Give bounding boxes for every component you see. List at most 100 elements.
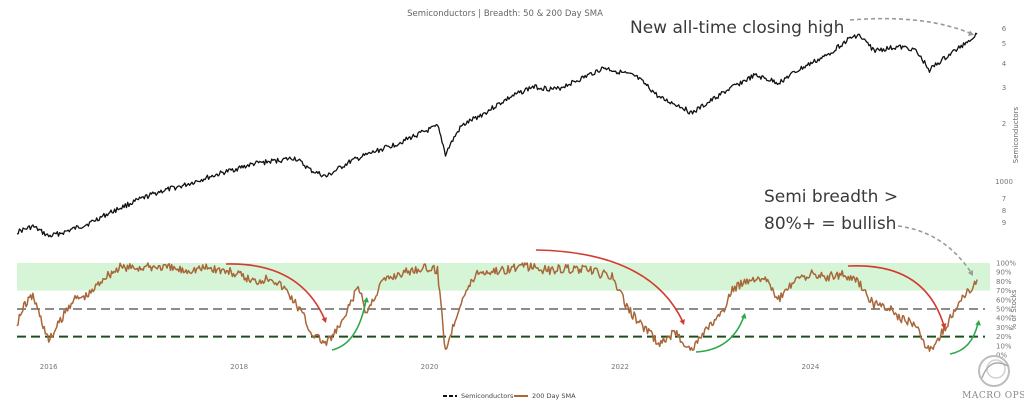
data-point-200-day-sma-50 — [826, 276, 827, 277]
data-point-200-day-sma-55 — [897, 318, 898, 319]
data-point-200-day-sma-7 — [88, 295, 89, 296]
top-y-tick-label-7: 8 — [1002, 207, 1006, 215]
green-arrowhead-2023 — [740, 313, 747, 319]
data-point-200-day-sma-23 — [366, 313, 367, 314]
legend: Semiconductors 200 Day SMA — [443, 392, 576, 400]
data-point-200-day-sma-9 — [120, 267, 121, 268]
bottom-y-tick-label-20pct: 20% — [996, 333, 1012, 341]
legend-item-semiconductors[interactable]: Semiconductors — [443, 392, 514, 400]
green-arrowhead-2019 — [363, 297, 369, 303]
red-arrow-2025 — [847, 265, 945, 327]
data-point-200-day-sma-45 — [746, 279, 747, 280]
data-point-semiconductors-31 — [659, 97, 660, 98]
top-y-tick-label-0: 1000 — [995, 178, 1013, 186]
series-line-200-day-sma — [16, 262, 978, 352]
data-point-semiconductors-24 — [508, 97, 509, 98]
red-arrow-2022 — [535, 249, 684, 323]
data-point-200-day-sma-47 — [778, 299, 779, 300]
green-arrow-2019 — [331, 299, 367, 351]
data-point-semiconductors-37 — [778, 82, 779, 83]
data-point-200-day-sma-27 — [437, 270, 438, 271]
annotation-breadth-line-2: 80%+ = bullish — [764, 214, 896, 234]
data-point-semiconductors-27 — [580, 79, 581, 80]
data-point-semiconductors-21 — [445, 154, 446, 155]
data-point-200-day-sma-12 — [183, 270, 184, 271]
x-tick-label-2016: 2016 — [40, 363, 58, 371]
red-arrowhead-2022 — [679, 319, 685, 325]
data-point-200-day-sma-4 — [48, 341, 49, 342]
top-y-tick-label-3: 4 — [1002, 60, 1007, 68]
data-point-semiconductors-30 — [635, 76, 636, 77]
data-point-semiconductors-33 — [691, 113, 692, 114]
data-point-200-day-sma-48 — [794, 281, 795, 282]
data-point-200-day-sma-35 — [588, 270, 589, 271]
data-point-200-day-sma-28 — [445, 350, 446, 351]
red-arrowhead-2018 — [321, 317, 327, 323]
data-point-200-day-sma-0 — [16, 322, 17, 323]
data-point-semiconductors-5 — [112, 211, 113, 212]
macro-ops-logo: MACRO OPS — [962, 355, 1024, 401]
data-point-semiconductors-26 — [556, 89, 557, 90]
top-y-tick-label-8: 9 — [1002, 219, 1006, 227]
data-point-200-day-sma-37 — [627, 308, 628, 309]
chart-title: Semiconductors | Breadth: 50 & 200 Day S… — [407, 9, 603, 19]
top-y-tick-label-6: 7 — [1002, 195, 1006, 203]
data-point-semiconductors-1 — [32, 226, 33, 227]
data-point-semiconductors-7 — [159, 191, 160, 192]
data-point-200-day-sma-32 — [524, 265, 525, 266]
bottom-y-axis-title: % of Stocks — [1010, 289, 1018, 330]
data-point-semiconductors-10 — [231, 170, 232, 171]
data-point-semiconductors-8 — [183, 185, 184, 186]
data-point-200-day-sma-18 — [302, 313, 303, 314]
data-point-200-day-sma-49 — [810, 273, 811, 274]
data-point-200-day-sma-11 — [159, 266, 160, 267]
x-tick-label-2022: 2022 — [611, 363, 629, 371]
data-point-200-day-sma-40 — [675, 331, 676, 332]
logo-swirl-icon — [978, 355, 1010, 387]
data-point-200-day-sma-2 — [32, 295, 33, 296]
top-y-axis-title: Semiconductors — [1012, 106, 1020, 163]
data-point-200-day-sma-26 — [421, 267, 422, 268]
data-point-semiconductors-38 — [802, 67, 803, 68]
top-y-axis-ticks: 1000 2 3 4 5 6 7 8 9 — [995, 25, 1013, 227]
bottom-y-tick-label-60pct: 60% — [996, 296, 1012, 304]
annotation-breadth-line-1: Semi breadth > — [764, 187, 898, 207]
data-point-200-day-sma-34 — [564, 268, 565, 269]
data-point-semiconductors-34 — [707, 103, 708, 104]
data-point-200-day-sma-31 — [500, 270, 501, 271]
legend-item-200-day-sma[interactable]: 200 Day SMA — [514, 392, 576, 400]
data-point-semiconductors-29 — [612, 69, 613, 70]
data-point-semiconductors-23 — [485, 112, 486, 113]
data-point-200-day-sma-43 — [723, 313, 724, 314]
data-point-200-day-sma-25 — [397, 273, 398, 274]
data-point-200-day-sma-8 — [104, 276, 105, 277]
annotation-all-time-high: New all-time closing high — [630, 18, 844, 38]
data-point-semiconductors-15 — [326, 176, 327, 177]
data-point-200-day-sma-52 — [857, 281, 858, 282]
bottom-y-tick-label-100pct: 100% — [996, 260, 1016, 268]
data-point-200-day-sma-46 — [762, 276, 763, 277]
data-point-semiconductors-12 — [278, 160, 279, 161]
data-point-semiconductors-3 — [64, 231, 65, 232]
x-tick-label-2020: 2020 — [421, 363, 439, 371]
series-line-semiconductors — [16, 32, 978, 238]
data-point-semiconductors-17 — [373, 152, 374, 153]
x-axis-ticks: 2016 2018 2020 2022 2024 — [40, 363, 820, 371]
legend-label-200-day-sma: 200 Day SMA — [532, 392, 576, 400]
bottom-y-tick-label-10pct: 10% — [996, 342, 1012, 350]
bottom-y-tick-label-30pct: 30% — [996, 324, 1012, 332]
data-point-semiconductors-19 — [421, 132, 422, 133]
data-point-semiconductors-42 — [873, 50, 874, 51]
data-point-semiconductors-36 — [754, 75, 755, 76]
top-y-tick-label-1: 2 — [1002, 120, 1006, 128]
data-point-semiconductors-16 — [350, 161, 351, 162]
data-point-semiconductors-40 — [850, 38, 851, 39]
data-point-semiconductors-2 — [48, 236, 49, 237]
data-point-semiconductors-46 — [945, 57, 946, 58]
logo-swirl-stroke-icon — [981, 362, 1009, 379]
data-point-200-day-sma-22 — [358, 285, 359, 286]
chart-series-layer — [16, 32, 978, 352]
x-tick-label-2018: 2018 — [230, 363, 248, 371]
data-point-semiconductors-28 — [604, 67, 605, 68]
data-point-semiconductors-20 — [437, 126, 438, 127]
